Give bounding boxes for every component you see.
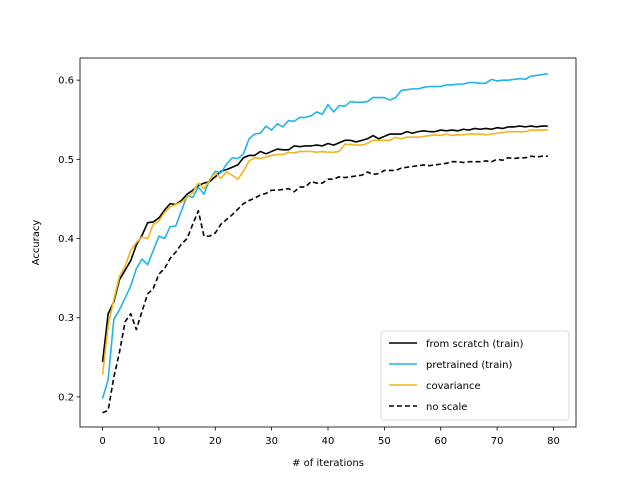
series-lines	[101, 73, 548, 414]
x-tick-label: 50	[378, 436, 391, 447]
x-tick-label: 70	[491, 436, 504, 447]
series-line-2	[101, 129, 548, 375]
x-tick-label: 40	[322, 436, 335, 447]
legend-box	[380, 330, 570, 421]
x-tick-label: 30	[265, 436, 278, 447]
y-tick-label: 0.2	[58, 392, 74, 403]
y-axis-ticks: 0.2 0.3 0.4 0.5 0.6	[58, 76, 80, 403]
x-tick-label: 60	[434, 436, 447, 447]
series-line-1	[101, 73, 548, 399]
legend: from scratch (train) pretrained (train) co…	[380, 330, 570, 421]
x-axis-label: # of iterations	[292, 458, 364, 469]
y-tick-label: 0.5	[58, 155, 74, 166]
x-tick-label: 10	[153, 436, 166, 447]
y-axis-label: Accuracy	[31, 220, 42, 266]
x-tick-label: 0	[99, 436, 105, 447]
x-tick-label: 80	[547, 436, 560, 447]
x-tick-label: 20	[209, 436, 222, 447]
legend-label: from scratch (train)	[426, 339, 524, 350]
y-tick-label: 0.4	[58, 234, 74, 245]
y-tick-label: 0.3	[58, 313, 74, 324]
legend-label: no scale	[426, 402, 467, 413]
x-axis-ticks: 0 10 20 30 40 50 60 70 80	[99, 427, 560, 447]
y-tick-label: 0.6	[58, 76, 74, 87]
legend-label: pretrained (train)	[426, 360, 513, 371]
legend-label: covariance	[426, 381, 481, 392]
series-line-3	[102, 155, 548, 414]
